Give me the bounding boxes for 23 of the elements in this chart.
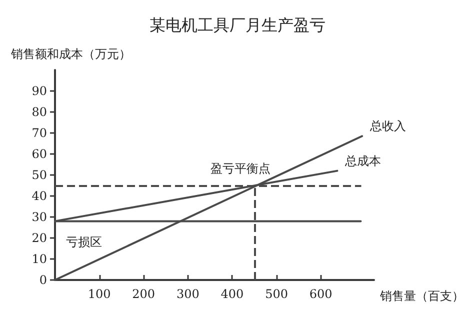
x-tick-label: 200	[132, 287, 156, 301]
series-label: 总收入	[369, 119, 406, 134]
y-tick-label: 10	[32, 252, 47, 266]
y-axis-title: 销售额和成本（万元）	[10, 47, 131, 61]
x-tick-label: 300	[176, 287, 200, 301]
x-tick-label: 400	[220, 287, 244, 301]
series-label: 总成本	[344, 154, 382, 168]
x-axis-title: 销售量（百支）	[379, 289, 464, 303]
y-tick-label: 20	[32, 231, 47, 245]
y-tick-label: 40	[32, 189, 47, 203]
y-tick-label: 60	[32, 147, 47, 161]
chart-title: 某电机工具厂月生产盈亏	[150, 16, 326, 34]
x-tick-label: 100	[88, 287, 111, 301]
x-tick-label: 500	[265, 287, 288, 301]
y-tick-label: 50	[32, 168, 47, 182]
y-tick-label: 70	[32, 126, 47, 140]
annotation: 盈亏平衡点	[210, 162, 270, 176]
annotation: 亏损区	[66, 235, 102, 249]
y-tick-label: 90	[32, 84, 47, 98]
y-tick-label: 30	[32, 210, 47, 224]
x-tick-label: 600	[309, 287, 332, 301]
y-tick-label: 80	[32, 105, 47, 119]
y-tick-label: 0	[39, 273, 47, 287]
